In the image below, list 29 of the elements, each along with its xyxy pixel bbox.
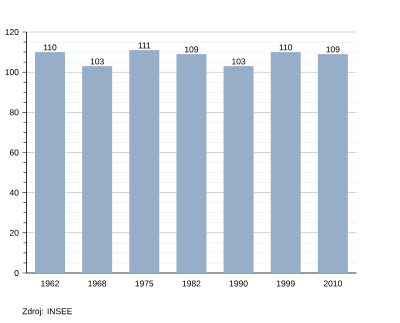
data-label: 109 [185, 46, 198, 52]
bar [129, 50, 160, 273]
x-tick-label: 1968 [88, 280, 106, 287]
data-label: 111 [138, 42, 150, 48]
y-tick-label: 40 [10, 190, 19, 196]
data-label: 103 [90, 58, 104, 64]
x-tick-label: 1975 [136, 280, 154, 287]
bar [318, 54, 348, 273]
data-label: 110 [280, 44, 292, 50]
bar [176, 54, 206, 273]
bar [224, 66, 254, 273]
y-tick-label: 100 [5, 69, 19, 76]
x-tick-label: 1999 [276, 280, 295, 287]
bar [270, 52, 301, 273]
bar [82, 66, 112, 273]
y-tick-label: 0 [14, 270, 19, 276]
bar [35, 52, 65, 273]
y-tick-label: 120 [5, 29, 19, 35]
x-tick-label: 2010 [324, 280, 342, 287]
x-tick-label: 1962 [41, 280, 59, 287]
y-tick-label: 80 [10, 109, 19, 116]
y-tick-label: 20 [10, 230, 19, 236]
y-tick-label: 60 [10, 150, 19, 156]
data-label: 110 [44, 44, 56, 50]
text: Zdroj: INSEE [22, 308, 72, 316]
data-label: 109 [326, 46, 340, 52]
x-tick-label: 1990 [230, 280, 248, 287]
data-label: 103 [232, 58, 246, 64]
x-tick-label: 1982 [182, 280, 200, 287]
